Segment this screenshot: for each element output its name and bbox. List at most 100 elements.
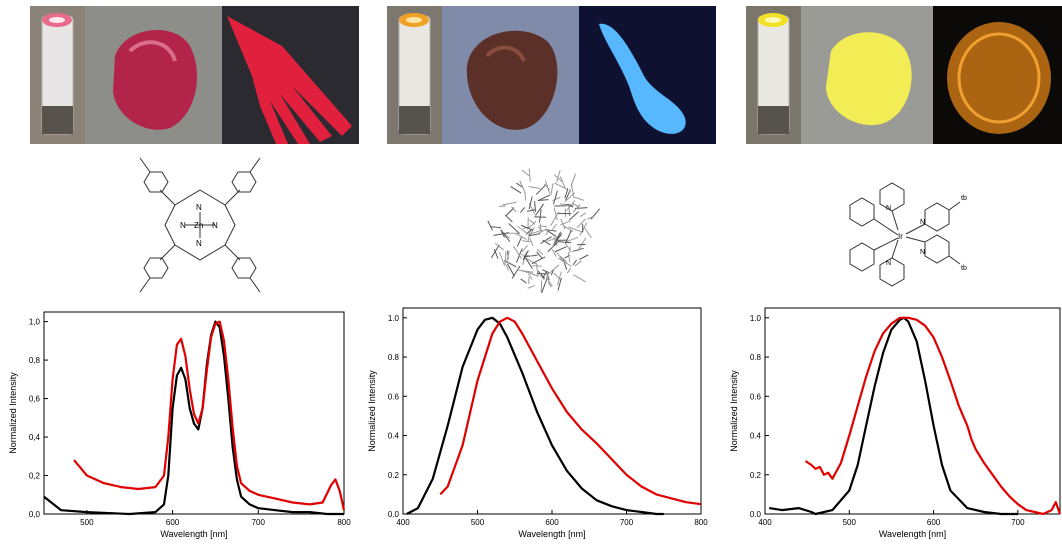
cluster-bond bbox=[519, 180, 526, 194]
y-tick-label: 0.8 bbox=[388, 353, 400, 362]
x-tick-label: 700 bbox=[252, 518, 266, 527]
molecular-cluster-structure bbox=[487, 168, 600, 294]
cluster-bond bbox=[567, 252, 571, 263]
cluster-bond bbox=[522, 251, 528, 266]
cluster-bond bbox=[548, 229, 557, 232]
cluster-bond bbox=[521, 244, 528, 253]
y-tick-label: 1.0 bbox=[750, 314, 762, 323]
cluster-bond bbox=[556, 252, 564, 263]
solid-sample-photo bbox=[801, 6, 933, 144]
cluster-bond bbox=[572, 204, 581, 213]
cluster-bond bbox=[502, 201, 518, 206]
vial-photo bbox=[30, 6, 85, 144]
y-tick-label: 0,6 bbox=[29, 395, 41, 404]
cluster-bond bbox=[501, 231, 506, 238]
y-tick-label: 1.0 bbox=[388, 314, 400, 323]
cluster-bond bbox=[560, 218, 566, 230]
plot-frame bbox=[764, 307, 1061, 515]
cluster-bond bbox=[511, 206, 517, 213]
cluster-bond bbox=[526, 208, 536, 212]
emission-spectrum-chart-porphyrin: 500 600 700 800 0,0 0,2 0,4 0,6 0,8 1,0 Wavelength… bbox=[8, 311, 351, 539]
y-tick-label: 0.8 bbox=[750, 353, 762, 362]
cluster-bond bbox=[493, 232, 509, 236]
cluster-bond bbox=[493, 249, 499, 259]
y-tick-label: 0.2 bbox=[388, 471, 400, 480]
cluster-bond bbox=[563, 241, 571, 252]
x-tick-label: 600 bbox=[545, 518, 559, 527]
cluster-bond bbox=[562, 257, 568, 270]
x-tick-label: 400 bbox=[396, 518, 410, 527]
cluster-bond bbox=[564, 188, 569, 199]
y-axis-label: Normalized Intensity bbox=[8, 372, 18, 454]
x-tick-label: 600 bbox=[927, 518, 941, 527]
atom-label: N bbox=[920, 249, 925, 256]
cluster-bond bbox=[539, 225, 548, 228]
cluster-bond bbox=[512, 245, 522, 259]
emission-spectrum-chart-iridium: 400 500 600 700 0.0 0.2 0.4 0.6 0.8 1.0 Wavelength… bbox=[729, 307, 1062, 539]
solid-sample-photo bbox=[85, 6, 222, 144]
x-tick-label: 500 bbox=[471, 518, 485, 527]
cluster-bond bbox=[553, 207, 558, 221]
cluster-bond bbox=[536, 249, 544, 256]
cluster-bond bbox=[554, 246, 567, 253]
cluster-bond bbox=[564, 192, 576, 203]
cluster-bond bbox=[572, 259, 578, 266]
cluster-bond bbox=[516, 182, 524, 189]
cluster-bond bbox=[523, 255, 533, 269]
cluster-bond bbox=[590, 208, 600, 220]
y-tick-label: 0.0 bbox=[388, 510, 400, 519]
cluster-bond bbox=[539, 274, 545, 281]
cluster-bond bbox=[557, 277, 562, 291]
y-tick-label: 0.4 bbox=[388, 432, 400, 441]
atom-label: N bbox=[886, 260, 891, 267]
x-axis-label: Wavelength [nm] bbox=[160, 529, 227, 539]
cluster-bond bbox=[574, 260, 582, 267]
cluster-bond bbox=[515, 233, 527, 240]
vial-photo bbox=[387, 6, 442, 144]
series-line-red bbox=[804, 316, 1062, 516]
plot-frame bbox=[43, 311, 345, 515]
x-tick-label: 600 bbox=[166, 518, 180, 527]
x-tick-label: 500 bbox=[843, 518, 857, 527]
cluster-bond bbox=[506, 250, 510, 262]
cluster-bond bbox=[551, 248, 557, 257]
cluster-bond bbox=[550, 269, 555, 276]
cluster-bond bbox=[579, 212, 587, 217]
series-line-black bbox=[43, 320, 344, 516]
cluster-bond bbox=[535, 262, 539, 277]
cluster-bond bbox=[542, 239, 551, 246]
cluster-bond bbox=[543, 183, 551, 191]
cluster-bond bbox=[528, 219, 536, 225]
cluster-bond bbox=[576, 218, 586, 229]
zn-porphyrin-structure: N N Zn N N bbox=[139, 157, 261, 293]
cluster-bond bbox=[587, 215, 596, 220]
x-tick-label: 800 bbox=[337, 518, 351, 527]
y-tick-label: 0,0 bbox=[29, 510, 41, 519]
cluster-bond bbox=[490, 244, 500, 259]
cluster-bond bbox=[490, 226, 501, 229]
series-line-black bbox=[769, 316, 1018, 516]
cluster-bond bbox=[573, 274, 586, 283]
cluster-bond bbox=[507, 263, 515, 277]
substituent-label: tb bbox=[961, 265, 967, 272]
cluster-bond bbox=[541, 278, 548, 294]
y-tick-label: 0.0 bbox=[750, 510, 762, 519]
cluster-bond bbox=[527, 285, 536, 289]
cluster-bond bbox=[538, 194, 551, 201]
cluster-bond bbox=[517, 225, 530, 236]
cluster-bond bbox=[528, 168, 531, 182]
cluster-bond bbox=[559, 176, 566, 188]
photo-strip-tcnp bbox=[387, 6, 716, 144]
x-tick-label: 700 bbox=[1011, 518, 1025, 527]
y-tick-label: 0.6 bbox=[750, 392, 762, 401]
x-axis-label: Wavelength [nm] bbox=[879, 529, 946, 539]
cluster-bond bbox=[534, 200, 537, 212]
cluster-bond bbox=[542, 269, 550, 274]
y-axis-label: Normalized Intensity bbox=[729, 370, 739, 452]
cluster-bond bbox=[546, 264, 560, 276]
cluster-bond bbox=[535, 203, 544, 215]
atom-label: N bbox=[886, 205, 891, 212]
y-tick-label: 0.6 bbox=[388, 392, 400, 401]
cluster-bond bbox=[550, 183, 554, 196]
cluster-bond bbox=[540, 236, 552, 244]
